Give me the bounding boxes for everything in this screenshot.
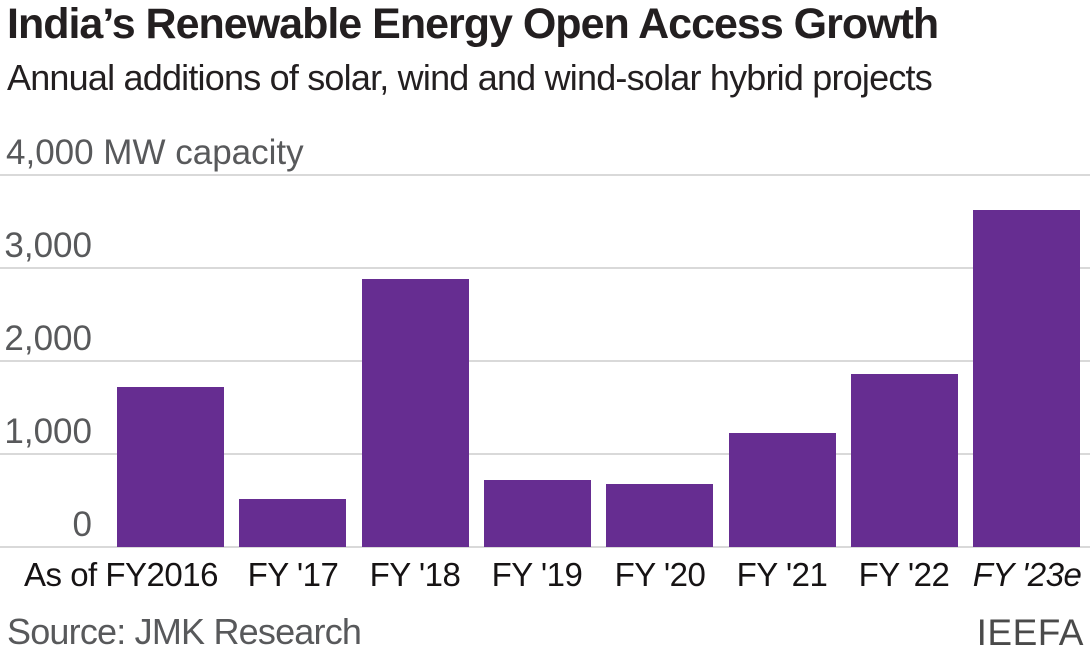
bar-as-of-fy2016 bbox=[117, 387, 224, 547]
gridline-3000 bbox=[0, 267, 1090, 269]
gridline-0 bbox=[0, 546, 1090, 548]
x-axis-label: FY '23e bbox=[972, 556, 1082, 593]
bar-fy-19 bbox=[484, 480, 591, 547]
y-axis-tick-label: 0 bbox=[72, 505, 92, 544]
y-axis-tick-label: 3,000 bbox=[4, 226, 92, 265]
x-axis-label: FY '20 bbox=[614, 556, 706, 593]
bar-fy-21 bbox=[729, 433, 836, 547]
x-axis-label: FY '17 bbox=[247, 556, 339, 593]
bar-fy-17 bbox=[239, 499, 346, 547]
bar-fy-22 bbox=[851, 374, 958, 547]
y-axis-tick-label: 1,000 bbox=[4, 412, 92, 451]
source-note: Source: JMK Research bbox=[7, 611, 362, 652]
bar-fy-18 bbox=[362, 279, 469, 547]
x-axis-label: FY '18 bbox=[369, 556, 461, 593]
bar-fy-23e bbox=[973, 210, 1080, 547]
gridline-1000 bbox=[0, 453, 1090, 455]
gridline-2000 bbox=[0, 360, 1090, 362]
x-axis-label: FY '22 bbox=[858, 556, 950, 593]
y-axis-tick-label: 2,000 bbox=[4, 319, 92, 358]
gridline-4000 bbox=[0, 174, 1090, 176]
x-axis-label: As of FY2016 bbox=[24, 556, 218, 593]
attribution-logo: IEEFA bbox=[976, 612, 1084, 653]
x-axis-label: FY '19 bbox=[491, 556, 583, 593]
chart-subtitle: Annual additions of solar, wind and wind… bbox=[7, 57, 933, 98]
chart-title: India’s Renewable Energy Open Access Gro… bbox=[7, 0, 939, 48]
y-axis-unit-label: 4,000 MW capacity bbox=[6, 133, 304, 172]
bar-fy-20 bbox=[606, 484, 713, 547]
x-axis-label: FY '21 bbox=[736, 556, 828, 593]
